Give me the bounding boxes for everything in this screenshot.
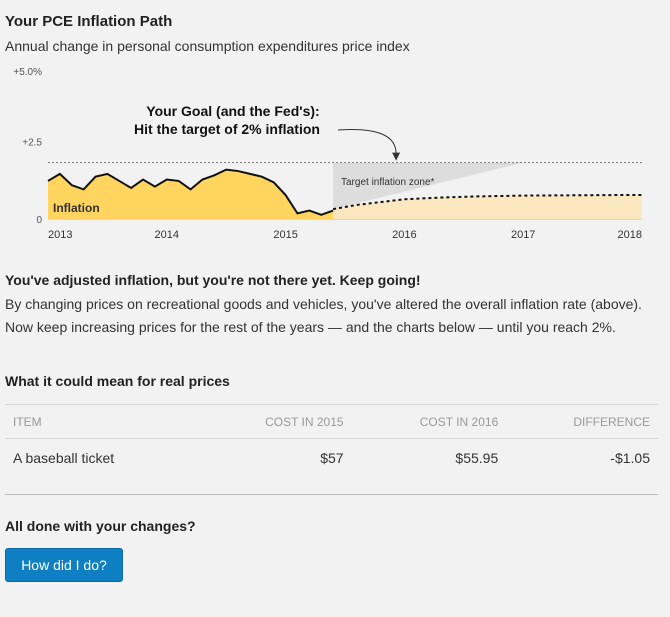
table-row: A baseball ticket $57 $55.95 -$1.05	[5, 439, 658, 478]
chart-subtitle: Annual change in personal consumption ex…	[5, 38, 410, 54]
x-tick-label: 2018	[618, 229, 642, 241]
status-headline: You've adjusted inflation, but you're no…	[5, 272, 421, 288]
column-header-cost-2015: COST IN 2015	[196, 404, 352, 439]
cell-item: A baseball ticket	[13, 450, 115, 466]
goal-annotation-line2: Hit the target of 2% inflation	[134, 121, 320, 137]
y-tick-label: +5.0%	[13, 67, 42, 78]
table-header-row: ITEM COST IN 2015 COST IN 2016 DIFFERENC…	[5, 404, 658, 439]
series-label-inflation: Inflation	[53, 201, 100, 215]
text-layer: +5.0% +2.5 0 2013 2014 2015 2016 2017 2018 Inflat…	[13, 67, 642, 241]
x-tick-label: 2013	[48, 229, 72, 241]
cell-cost-2016: $55.95	[455, 450, 499, 466]
prices-heading: What it could mean for real prices	[5, 373, 230, 389]
divider	[5, 494, 658, 495]
cell-difference: -$1.05	[610, 450, 650, 466]
x-tick-label: 2015	[273, 229, 297, 241]
cell-cost-2015: $57	[320, 450, 344, 466]
target-zone-area	[333, 162, 524, 210]
y-tick-label: +2.5	[22, 138, 42, 149]
x-tick-label: 2016	[392, 229, 416, 241]
inflation-line	[47, 168, 334, 216]
x-tick-label: 2017	[511, 229, 535, 241]
column-header-item: ITEM	[5, 404, 197, 439]
y-tick-label: 0	[36, 215, 42, 226]
goal-arrow-line	[337, 129, 397, 154]
x-tick-label: 2014	[155, 229, 179, 241]
status-body: By changing prices on recreational goods…	[5, 296, 642, 335]
column-header-cost-2016: COST IN 2016	[351, 404, 507, 439]
area-layer	[48, 162, 642, 219]
chart-title: Your PCE Inflation Path	[5, 13, 173, 30]
column-header-difference: DIFFERENCE	[506, 404, 658, 439]
how-did-i-do-button[interactable]: How did I do?	[5, 548, 123, 582]
projected-line	[332, 194, 642, 211]
goal-arrow-head	[392, 152, 401, 161]
projected-area	[333, 195, 642, 219]
goal-annotation-line1: Your Goal (and the Fed's):	[146, 103, 319, 119]
marks-layer	[47, 129, 642, 216]
prices-table: ITEM COST IN 2015 COST IN 2016 DIFFERENC…	[5, 404, 658, 477]
done-prompt: All done with your changes?	[5, 518, 196, 534]
inflation-chart: +5.0% +2.5 0 2013 2014 2015 2016 2017 2018 Inflat…	[13, 67, 642, 241]
target-zone-label: Target inflation zone*	[341, 177, 435, 188]
